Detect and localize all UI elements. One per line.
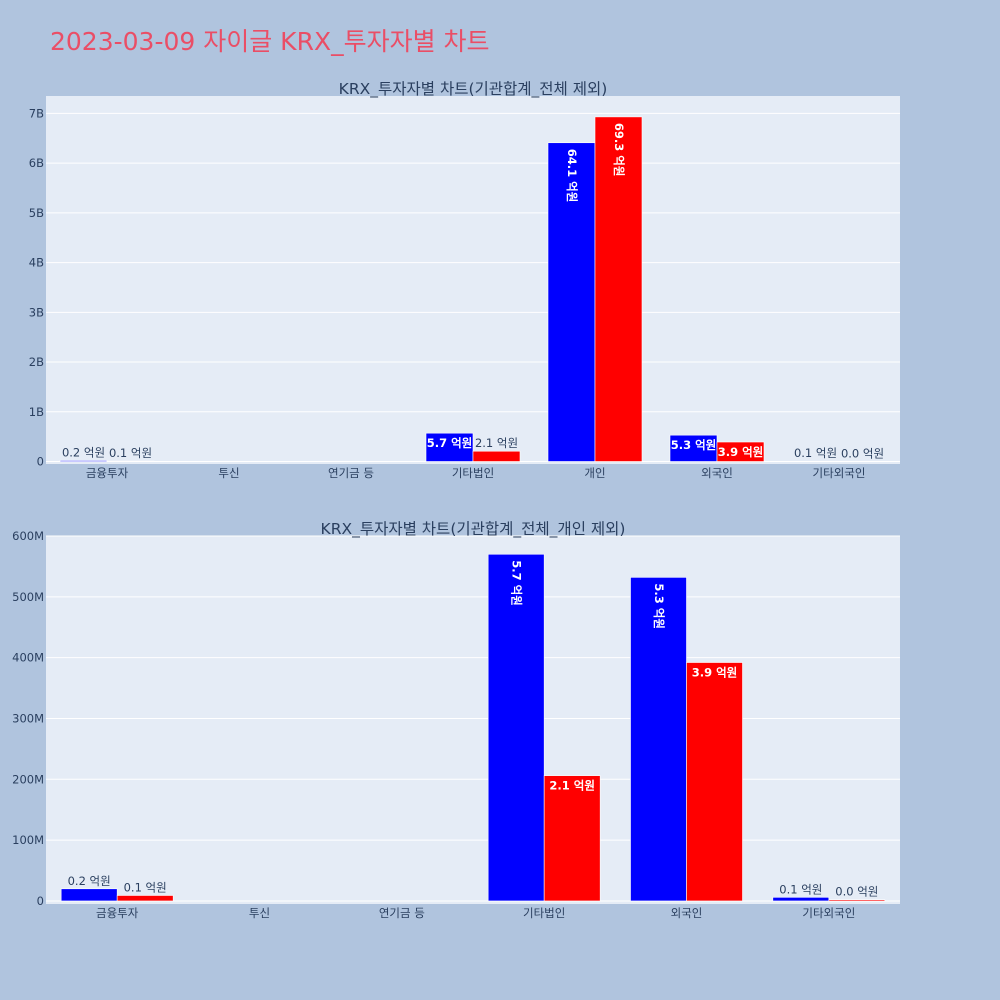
y-tick-label: 2B (29, 355, 44, 369)
y-tick-label: 4B (29, 256, 44, 270)
y-tick-label: 300M (12, 711, 44, 725)
y-tick-label: 7B (29, 106, 44, 120)
bar-label: 0.1 억원 (779, 882, 822, 896)
chart-title: KRX_투자자별 차트(기관합계_전체 제외) (339, 80, 608, 99)
y-tick-label: 200M (12, 772, 44, 786)
bar-label: 0.2 억원 (68, 874, 111, 888)
bar-label: 3.9 억원 (692, 666, 738, 680)
bar-label: 64.1 억원 (565, 149, 579, 203)
bar-label: 2.1 억원 (475, 436, 518, 450)
bar (547, 142, 596, 462)
bar (716, 441, 765, 462)
x-tick-label: 투신 (249, 906, 270, 920)
x-tick-label: 기타법인 (452, 466, 494, 480)
plot-area (46, 536, 900, 904)
bar-label: 5.3 억원 (652, 583, 666, 629)
y-tick-label: 5B (29, 206, 44, 220)
y-tick-label: 3B (29, 305, 44, 319)
chart-title: KRX_투자자별 차트(기관합계_전체_개인 제외) (321, 520, 626, 539)
x-tick-label: 외국인 (671, 906, 703, 920)
x-tick-label: 금융투자 (96, 906, 139, 920)
x-tick-label: 기타법인 (523, 906, 565, 920)
y-tick-label: 0 (37, 894, 44, 908)
y-tick-label: 500M (12, 590, 44, 604)
bar (472, 450, 521, 462)
bar-label: 0.0 억원 (835, 885, 878, 899)
bar-label: 0.1 억원 (109, 446, 152, 460)
bar (425, 432, 474, 462)
bar (594, 116, 643, 462)
page-title: 2023-03-09 자이글 KRX_투자자별 차트 (50, 27, 490, 56)
bar-label: 5.7 억원 (510, 560, 524, 606)
y-tick-label: 100M (12, 833, 44, 847)
y-tick-label: 0 (37, 455, 44, 469)
bar (669, 434, 718, 462)
bar-label: 5.3 억원 (671, 438, 717, 452)
bar-label: 2.1 억원 (549, 779, 595, 793)
bar-label: 0.0 억원 (841, 446, 884, 460)
x-tick-label: 개인 (584, 466, 605, 480)
bar (60, 888, 118, 902)
bar (686, 662, 743, 902)
x-tick-label: 금융투자 (86, 466, 129, 480)
bar-label: 0.1 억원 (124, 880, 167, 894)
x-tick-label: 외국인 (701, 466, 733, 480)
x-tick-label: 연기금 등 (328, 466, 374, 480)
bar-label: 0.1 억원 (794, 446, 837, 460)
x-tick-label: 투신 (218, 466, 239, 480)
y-tick-label: 6B (29, 156, 44, 170)
x-tick-label: 기타외국인 (813, 466, 866, 480)
y-tick-label: 600M (12, 529, 44, 543)
x-tick-label: 연기금 등 (379, 906, 425, 920)
bar-label: 5.7 억원 (427, 436, 473, 450)
y-tick-label: 400M (12, 651, 44, 665)
bar-label: 69.3 억원 (612, 123, 626, 177)
bar (630, 577, 687, 902)
bar (487, 553, 545, 902)
bar-label: 3.9 억원 (718, 445, 764, 459)
bar (543, 775, 601, 902)
bar-label: 0.2 억원 (62, 446, 105, 460)
plot-area (46, 96, 900, 464)
y-tick-label: 1B (29, 405, 44, 419)
x-tick-label: 기타외국인 (802, 906, 855, 920)
bar (116, 895, 174, 902)
bar (828, 899, 886, 902)
bar (772, 897, 830, 902)
